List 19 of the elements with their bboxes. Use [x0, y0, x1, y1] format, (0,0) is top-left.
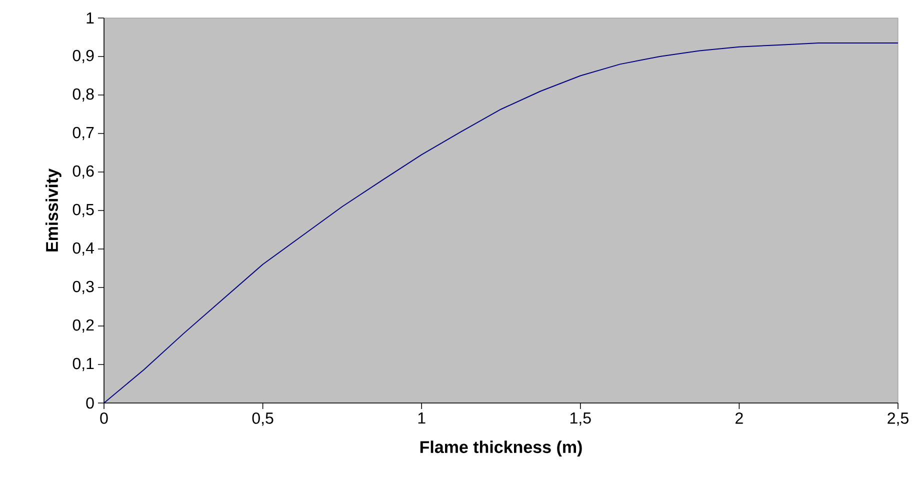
- y-tick-label: 0,1: [72, 358, 94, 372]
- x-tick-label: 0,5: [252, 412, 274, 426]
- y-tick-label: 1: [86, 12, 94, 24]
- y-axis-title: Emissivity: [46, 168, 62, 252]
- y-tick-label: 0,7: [72, 126, 94, 140]
- x-tick-label: 2: [736, 412, 743, 424]
- x-tick-label: 2,5: [888, 412, 908, 426]
- x-axis-title: Flame thickness (m): [420, 440, 582, 456]
- y-tick-label: 0,5: [72, 204, 94, 218]
- x-tick-label: 0: [100, 412, 108, 424]
- y-tick-label: 0,2: [72, 319, 94, 333]
- x-tick-label: 1: [418, 412, 426, 424]
- x-tick-label: 1,5: [570, 412, 591, 426]
- y-tick-label: 0,3: [72, 280, 94, 294]
- y-tick-label: 0,6: [72, 165, 94, 179]
- y-tick-label: 0: [86, 397, 94, 409]
- y-tick-label: 0,9: [72, 50, 94, 64]
- y-tick-label: 0,8: [72, 88, 94, 102]
- y-tick-label: 0,4: [72, 242, 94, 256]
